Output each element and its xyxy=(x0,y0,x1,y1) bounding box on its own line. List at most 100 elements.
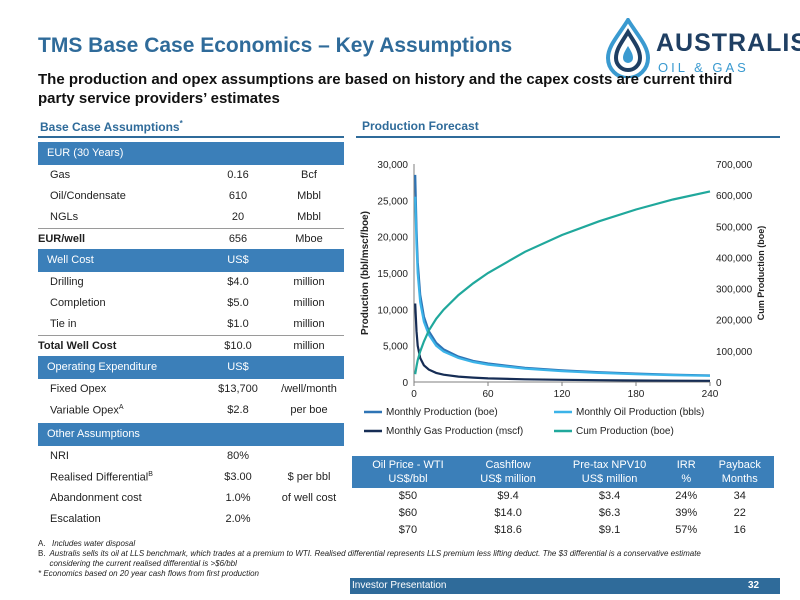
economics-cell: $60 xyxy=(398,507,418,519)
economics-cell: $3.4 xyxy=(598,490,621,502)
x-tick-label: 60 xyxy=(482,389,494,400)
opex-row-value: $2.8 xyxy=(227,404,249,416)
legend-label: Cum Production (boe) xyxy=(576,426,674,437)
footnote-key: B. xyxy=(38,549,46,558)
y2-tick-label: 200,000 xyxy=(716,316,753,327)
opex-rows: Fixed Opex $13,700/well/month Variable Ope… xyxy=(38,379,344,421)
eur-row-label-text: Oil/Condensate xyxy=(50,190,126,202)
footer-band xyxy=(350,578,780,594)
economics-cell: 24% xyxy=(675,490,698,502)
series-line-1 xyxy=(414,196,711,377)
legend-label: Monthly Oil Production (bbls) xyxy=(576,407,704,418)
opex-row-label-text: Fixed Opex xyxy=(50,383,107,395)
footnote-item: A. Includes water disposal xyxy=(38,539,738,549)
eur-row-unit: Mbbl xyxy=(297,211,321,223)
eur-row-label: Oil/Condensate xyxy=(50,190,126,202)
forecast-heading: Production Forecast xyxy=(362,119,479,133)
x-tick-label: 240 xyxy=(702,389,719,400)
economics-cell: $9.4 xyxy=(497,490,519,502)
eur-row: Oil/Condensate 610 Mbbl xyxy=(38,186,344,207)
well-cost-rows: Drilling $4.0 million Completion $5.0 million… xyxy=(38,272,344,335)
y2-axis-label: Cum Production (boe) xyxy=(756,226,766,321)
logo-text-secondary: OIL & GAS xyxy=(658,60,749,75)
other-band: Other Assumptions xyxy=(38,423,344,446)
well-cost-row-unit: million xyxy=(293,276,325,288)
other-row-label: Abandonment cost xyxy=(50,492,142,504)
other-row-value: 80% xyxy=(226,450,250,462)
footnote-item: B. Australis sells its oil at LLS benchma… xyxy=(38,549,738,569)
eur-row-label-text: NGLs xyxy=(50,211,79,223)
eur-band-label: EUR (30 Years) xyxy=(47,147,124,159)
page-number: 32 xyxy=(748,580,760,591)
footer: Investor Presentation 32 xyxy=(0,578,800,600)
other-row-label-text: Realised Differential xyxy=(50,471,149,484)
legend-label: Monthly Production (boe) xyxy=(386,407,498,418)
x-tick-label: 120 xyxy=(554,389,571,400)
economics-cell: 16 xyxy=(733,524,746,536)
opex-row-value: $13,700 xyxy=(218,383,258,395)
well-cost-row-label-text: Completion xyxy=(50,297,106,309)
well-cost-row: Completion $5.0 million xyxy=(38,293,344,314)
economics-header-line: IRR xyxy=(676,459,696,471)
opex-band: Operating Expenditure US$ xyxy=(38,356,344,379)
eur-row: Gas 0.16 Bcf xyxy=(38,165,344,186)
y-tick-label: 0 xyxy=(402,378,408,389)
economics-header-line: US$ million xyxy=(581,473,638,485)
other-row-unit: $ per bbl xyxy=(287,471,331,483)
opex-band-label: Operating Expenditure xyxy=(47,361,158,373)
well-cost-total-label: Total Well Cost xyxy=(38,340,117,352)
economics-body: $50 $9.4 $3.4 24% 34 $60 $14.0 $6.3 39% 22 $70 $18.… xyxy=(352,488,774,539)
eur-row: NGLs 20 Mbbl xyxy=(38,207,344,228)
other-row: Realised DifferentialB $3.00 $ per bbl xyxy=(38,467,344,488)
opex-band-unit: US$ xyxy=(227,361,249,373)
well-cost-total-value: $10.0 xyxy=(224,340,252,352)
y2-tick-label: 700,000 xyxy=(716,160,753,171)
economics-header-cell: IRR% xyxy=(666,456,706,488)
opex-row-footnote: A xyxy=(118,404,124,411)
other-row-label-text: NRI xyxy=(50,450,69,462)
economics-cell: $14.0 xyxy=(494,507,522,519)
y2-tick-label: 600,000 xyxy=(716,191,753,202)
well-cost-row-label-text: Tie in xyxy=(50,318,77,330)
well-cost-band-unit: US$ xyxy=(227,254,249,266)
series-line-3 xyxy=(414,190,711,375)
eur-total-row: EUR/well 656 Mboe xyxy=(38,228,344,249)
production-forecast-chart: 0 5,000 10,000 15,000 20,000 25,000 30,000 0 100… xyxy=(352,150,772,450)
opex-row: Fixed Opex $13,700/well/month xyxy=(38,379,344,400)
opex-row-label: Fixed Opex xyxy=(50,383,106,395)
economics-cell: $70 xyxy=(398,524,418,536)
assumptions-divider xyxy=(38,136,344,138)
well-cost-row-value: $5.0 xyxy=(227,297,249,309)
economics-header-line: % xyxy=(681,473,692,485)
economics-row: $50 $9.4 $3.4 24% 34 xyxy=(352,488,774,505)
well-cost-total-unit: million xyxy=(293,340,325,352)
other-row-value: $3.00 xyxy=(224,471,252,483)
footnote-key: A. xyxy=(38,539,46,548)
eur-total-unit: Mboe xyxy=(295,233,323,245)
series-line-0 xyxy=(414,174,711,377)
economics-header-line: US$/bbl xyxy=(388,473,428,485)
eur-band: EUR (30 Years) xyxy=(38,142,344,165)
y2-tick-label: 500,000 xyxy=(716,222,753,233)
footnote-text: Australis sells its oil at LLS benchmark… xyxy=(49,549,701,568)
well-cost-total-row: Total Well Cost $10.0 million xyxy=(38,335,344,356)
footnote-text: * Economics based on 20 year cash flows … xyxy=(38,569,259,578)
y-tick-label: 15,000 xyxy=(377,269,408,280)
assumptions-heading: Base Case Assumptions* xyxy=(40,119,183,134)
other-row-unit: of well cost xyxy=(281,492,337,504)
economics-header-cell: Cashflow US$ million xyxy=(463,456,553,488)
logo-text-primary: AUSTRALIS xyxy=(656,29,800,57)
economics-header-cell: Oil Price - WTI US$/bbl xyxy=(352,456,464,488)
economics-header-cell: Payback Months xyxy=(705,456,774,488)
well-cost-row-label: Completion xyxy=(50,297,106,309)
economics-header-line: Pre-tax NPV10 xyxy=(572,459,647,471)
footnotes: A. Includes water disposal B. Australis sel… xyxy=(38,539,738,579)
production-chart-svg: 0 5,000 10,000 15,000 20,000 25,000 30,000 0 100… xyxy=(360,160,766,437)
opex-row-unit: per boe xyxy=(290,404,328,416)
y2-tick-label: 0 xyxy=(716,378,722,389)
assumptions-heading-footnote: * xyxy=(179,119,183,128)
well-cost-row-value: $4.0 xyxy=(227,276,249,288)
y-tick-label: 25,000 xyxy=(377,196,408,207)
opex-row: Variable OpexA $2.8 per boe xyxy=(38,400,344,421)
other-row-label: Escalation xyxy=(50,513,101,525)
